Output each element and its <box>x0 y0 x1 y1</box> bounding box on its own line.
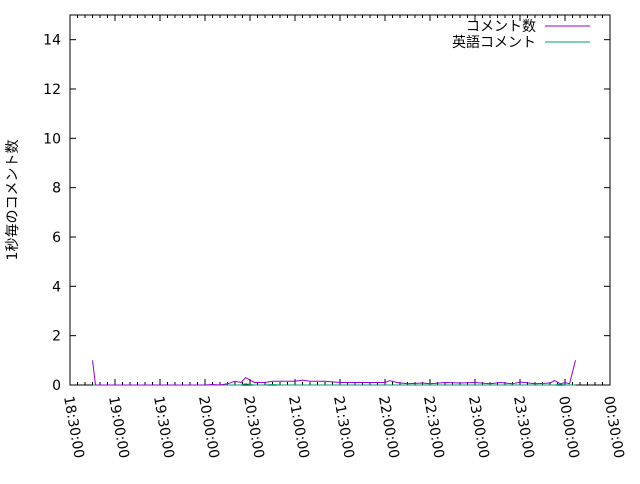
x-tick-label: 00:30:00 <box>600 395 627 460</box>
y-tick-label: 8 <box>52 181 61 197</box>
legend-label-0: コメント数 <box>466 19 536 35</box>
y-tick-label: 4 <box>52 279 61 295</box>
y-tick-label: 14 <box>43 33 61 49</box>
y-axis-label: 1秒毎のコメント数 <box>5 140 21 261</box>
series-line-0 <box>92 360 576 386</box>
x-tick-label: 23:30:00 <box>510 395 537 460</box>
legend: コメント数 英語コメント <box>452 19 590 51</box>
x-tick-label: 21:30:00 <box>330 395 357 460</box>
plot-frame <box>69 14 611 386</box>
x-tick-label: 18:30:00 <box>60 395 87 460</box>
x-tick-label: 22:30:00 <box>420 395 447 460</box>
x-tick-label: 20:00:00 <box>195 395 222 460</box>
series-line-1 <box>92 383 576 386</box>
y-tick-label: 0 <box>52 378 61 394</box>
y-tick-label: 2 <box>52 329 61 345</box>
x-tick-label: 00:00:00 <box>555 395 582 460</box>
x-tick-label: 22:00:00 <box>375 395 402 460</box>
x-tick-label: 19:30:00 <box>150 395 177 460</box>
legend-label-1: 英語コメント <box>452 34 536 51</box>
x-tick-label: 19:00:00 <box>105 395 132 460</box>
y-tick-label: 12 <box>43 82 61 98</box>
y-tick-label: 6 <box>52 230 61 246</box>
x-tick-label: 20:30:00 <box>240 395 267 460</box>
x-tick-label: 21:00:00 <box>285 395 312 460</box>
x-tick-label: 23:00:00 <box>465 395 492 460</box>
y-tick-label: 10 <box>43 131 61 147</box>
